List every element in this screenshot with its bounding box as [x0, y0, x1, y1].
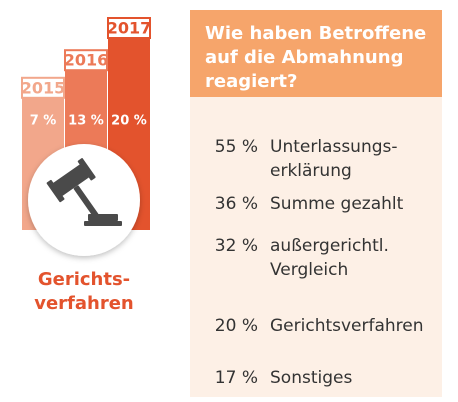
percent: 36 %	[215, 194, 258, 214]
panel-title: auf die Abmahnung	[205, 47, 403, 68]
year-label: 2017	[107, 19, 152, 38]
caption: Gerichts-	[38, 269, 130, 290]
answer: Sonstiges	[270, 368, 352, 388]
value-label: 20 %	[111, 114, 147, 129]
year-label: 2016	[64, 51, 109, 70]
percent: 32 %	[215, 236, 258, 256]
answer: Vergleich	[270, 260, 348, 280]
value-label: 13 %	[68, 114, 104, 129]
percent: 20 %	[215, 316, 258, 336]
gavel-icon	[46, 158, 122, 226]
year-box	[21, 76, 65, 99]
percent: 55 %	[215, 137, 258, 157]
answer: Gerichtsverfahren	[270, 316, 424, 336]
year-label: 2015	[21, 78, 66, 97]
percent: 17 %	[215, 368, 258, 388]
answer: erklärung	[270, 161, 352, 181]
value-label: 7 %	[30, 114, 57, 129]
panel-header	[190, 10, 442, 97]
answer: außergerichtl.	[270, 236, 389, 256]
answer: Unterlassungs-	[270, 137, 398, 157]
answer: Summe gezahlt	[270, 194, 404, 214]
panel-title: reagiert?	[205, 71, 297, 92]
panel-title: Wie haben Betroffene	[205, 23, 426, 44]
year-box	[107, 17, 151, 39]
caption: verfahren	[34, 293, 134, 314]
year-box	[64, 49, 108, 72]
